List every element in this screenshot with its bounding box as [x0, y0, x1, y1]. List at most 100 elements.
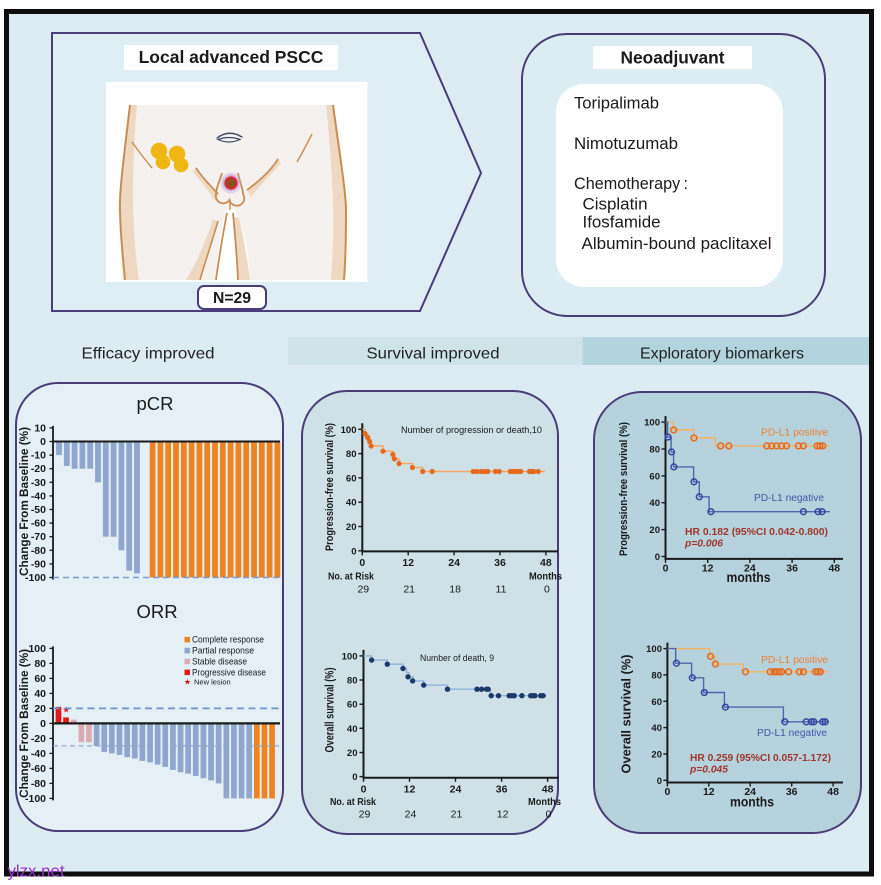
svg-text:Months: Months [528, 796, 561, 808]
svg-text:Complete response: Complete response [192, 635, 264, 645]
svg-text:21: 21 [403, 584, 415, 596]
svg-text:10: 10 [34, 422, 46, 434]
svg-text:Overall survival (%): Overall survival (%) [620, 655, 634, 774]
svg-text:0: 0 [544, 584, 550, 596]
svg-text:48: 48 [540, 557, 552, 569]
svg-text:months: months [727, 570, 771, 585]
svg-text:20: 20 [651, 750, 662, 761]
svg-text:20: 20 [347, 748, 358, 759]
svg-text:-10: -10 [31, 450, 46, 462]
svg-text:100: 100 [342, 651, 358, 662]
svg-text:20: 20 [346, 522, 357, 533]
svg-text:60: 60 [651, 697, 662, 708]
svg-text:HR 0.182 (95%CI 0.042-0.800): HR 0.182 (95%CI 0.042-0.800) [685, 527, 828, 538]
svg-text:0: 0 [664, 786, 670, 798]
svg-text:80: 80 [649, 445, 660, 456]
svg-text:20: 20 [649, 525, 660, 536]
svg-text:-40: -40 [31, 748, 46, 760]
svg-text:80: 80 [347, 676, 358, 687]
svg-text:100: 100 [341, 425, 357, 436]
svg-text:months: months [730, 795, 774, 810]
svg-text:-60: -60 [31, 763, 46, 775]
svg-text:Nimotuzumab: Nimotuzumab [574, 135, 678, 153]
svg-text:N=29: N=29 [213, 290, 251, 307]
svg-text:48: 48 [542, 784, 554, 796]
svg-text:36: 36 [786, 563, 798, 575]
svg-text:p=0.045: p=0.045 [689, 765, 728, 776]
svg-text:36: 36 [786, 786, 798, 798]
svg-text:-40: -40 [31, 490, 46, 502]
svg-text:ylzx.net: ylzx.net [8, 862, 65, 881]
svg-text:PD-L1 positive: PD-L1 positive [761, 655, 828, 666]
svg-text:-50: -50 [31, 504, 46, 516]
svg-text:40: 40 [651, 723, 662, 734]
svg-text:Number of progression or death: Number of progression or death,10 [401, 425, 542, 436]
svg-text:0: 0 [352, 772, 357, 783]
svg-text:-100: -100 [25, 572, 46, 584]
svg-text:40: 40 [34, 688, 46, 700]
svg-text:21: 21 [451, 809, 463, 821]
svg-text:-30: -30 [31, 477, 46, 489]
svg-text:29: 29 [359, 809, 371, 821]
svg-text:-20: -20 [31, 463, 46, 475]
svg-text:40: 40 [347, 724, 358, 735]
svg-text:0: 0 [40, 718, 46, 730]
svg-text:Months: Months [529, 571, 562, 583]
svg-text:Albumin-bound paclitaxel: Albumin-bound paclitaxel [582, 235, 772, 253]
svg-text:Partial response: Partial response [192, 646, 254, 656]
svg-text:24: 24 [744, 786, 756, 798]
svg-text:48: 48 [828, 563, 840, 575]
svg-text:Number of death, 9: Number of death, 9 [420, 653, 494, 663]
svg-text:-80: -80 [31, 545, 46, 557]
svg-text:0: 0 [351, 546, 356, 557]
svg-text:PD-L1 positive: PD-L1 positive [761, 428, 828, 439]
svg-text:18: 18 [449, 584, 461, 596]
svg-text:0: 0 [663, 563, 669, 575]
svg-text:ORR: ORR [136, 601, 177, 622]
svg-text:40: 40 [346, 498, 357, 509]
svg-text:Progression-free survival (%): Progression-free survival (%) [618, 422, 630, 556]
svg-text:No. at Risk: No. at Risk [330, 796, 376, 808]
svg-text:11: 11 [496, 584, 507, 596]
svg-text:60: 60 [346, 473, 357, 484]
svg-text:36: 36 [494, 557, 506, 569]
svg-text:24: 24 [448, 557, 460, 569]
svg-text:Change From Baseline (%): Change From Baseline (%) [19, 427, 31, 576]
svg-text:0: 0 [359, 557, 365, 569]
svg-text:12: 12 [702, 563, 714, 575]
svg-text:80: 80 [651, 670, 662, 681]
svg-text:48: 48 [827, 786, 839, 798]
svg-text:0: 0 [657, 776, 662, 787]
svg-text:PD-L1 negative: PD-L1 negative [754, 493, 824, 504]
svg-text:★: ★ [62, 705, 70, 715]
svg-text:36: 36 [496, 784, 508, 796]
svg-text:100: 100 [28, 643, 46, 655]
svg-text:No. at Risk: No. at Risk [328, 571, 374, 583]
svg-text:pCR: pCR [136, 393, 173, 414]
svg-text:Local advanced PSCC: Local advanced PSCC [139, 47, 324, 67]
svg-text:p=0.006: p=0.006 [684, 539, 723, 550]
svg-text:60: 60 [347, 700, 358, 711]
svg-text:HR 0.259 (95%CI 0.057-1.172): HR 0.259 (95%CI 0.057-1.172) [690, 753, 831, 764]
svg-text:Progression-free survival (%): Progression-free survival (%) [324, 423, 336, 551]
svg-text:Change From Baseline (%): Change From Baseline (%) [19, 649, 31, 798]
svg-text:29: 29 [357, 584, 369, 596]
svg-text:12: 12 [703, 786, 715, 798]
svg-text:★: ★ [184, 678, 191, 687]
svg-text:Overall survival (%): Overall survival (%) [325, 667, 337, 752]
svg-text:New lesion: New lesion [194, 678, 231, 687]
svg-text:12: 12 [497, 809, 509, 821]
svg-text:Stable disease: Stable disease [192, 656, 247, 666]
svg-text:100: 100 [646, 644, 662, 655]
svg-text:40: 40 [649, 498, 660, 509]
svg-text:Survival improved: Survival improved [367, 346, 500, 363]
svg-text:100: 100 [644, 418, 660, 429]
svg-text:0: 0 [655, 552, 660, 563]
svg-text:12: 12 [404, 784, 416, 796]
svg-text:PD-L1 negative: PD-L1 negative [757, 728, 827, 739]
svg-text:Ifosfamide: Ifosfamide [583, 214, 661, 232]
svg-text:-20: -20 [31, 733, 46, 745]
svg-text:-60: -60 [31, 518, 46, 530]
svg-text:0: 0 [546, 809, 552, 821]
svg-text:80: 80 [346, 449, 357, 460]
